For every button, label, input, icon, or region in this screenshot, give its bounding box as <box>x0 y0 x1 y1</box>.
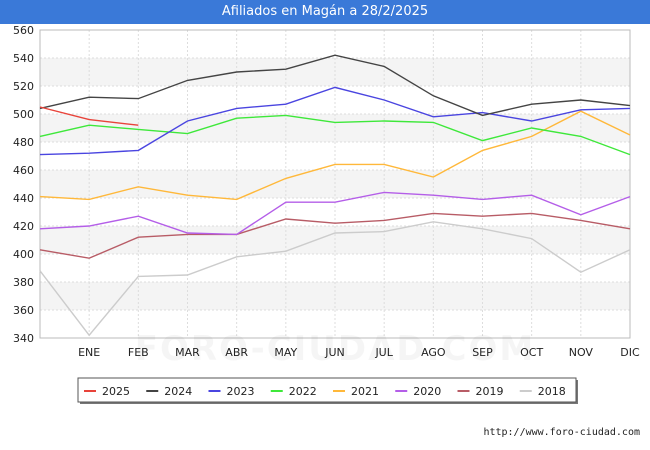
y-tick-label: 500 <box>13 108 34 121</box>
y-tick-label: 460 <box>13 164 34 177</box>
series-line-2020 <box>39 191 631 236</box>
x-tick-label: MAY <box>274 346 297 359</box>
x-tick-label: OCT <box>520 346 543 359</box>
x-tick-label: AGO <box>421 346 446 359</box>
y-tick-label: 380 <box>13 276 34 289</box>
plot-frame <box>39 29 631 339</box>
x-tick-label: JUN <box>324 346 345 359</box>
series-line-2025 <box>39 106 139 126</box>
y-tick-label: 400 <box>13 248 34 261</box>
x-tick-label: JUL <box>374 346 393 359</box>
legend-label: 2024 <box>164 385 192 398</box>
series-lines <box>39 54 631 337</box>
legend-box <box>77 377 577 403</box>
series-line-2019 <box>39 212 631 259</box>
legend-label: 2023 <box>227 385 255 398</box>
series-line-2024 <box>39 54 631 117</box>
series-line-2021 <box>39 110 631 201</box>
x-tick-label: MAR <box>175 346 200 359</box>
y-axis-ticks: 340 360 380 400 420 440 460 480 500 520 540 560 <box>13 24 34 345</box>
x-tick-label: NOV <box>569 346 594 359</box>
y-tick-label: 560 <box>13 24 34 37</box>
legend-label: 2021 <box>351 385 379 398</box>
x-axis-ticks: ENE FEB MAR ABR MAY JUN JUL AGO SEP OCT NOV DIC <box>78 346 640 359</box>
y-tick-label: 480 <box>13 136 34 149</box>
y-tick-label: 340 <box>13 332 34 345</box>
series-line-2023 <box>39 86 631 156</box>
watermark: FORO-CIUDAD.COM <box>135 329 536 369</box>
y-tick-label: 540 <box>13 52 34 65</box>
x-tick-label: FEB <box>128 346 149 359</box>
y-tick-label: 360 <box>13 304 34 317</box>
y-tick-label: 420 <box>13 220 34 233</box>
x-tick-label: DIC <box>620 346 640 359</box>
x-tick-label: ENE <box>78 346 100 359</box>
legend-label: 2019 <box>476 385 504 398</box>
y-tick-label: 520 <box>13 80 34 93</box>
legend-label: 2018 <box>538 385 566 398</box>
series-line-2018 <box>39 221 631 337</box>
legend-label: 2025 <box>102 385 130 398</box>
source-url: http://www.foro-ciudad.com <box>483 427 640 438</box>
legend-label: 2020 <box>413 385 441 398</box>
series-line-2022 <box>39 114 631 156</box>
x-tick-label: ABR <box>225 346 248 359</box>
gridlines <box>39 29 631 339</box>
legend-label: 2022 <box>289 385 317 398</box>
legend: 2025 2024 2023 2022 2021 2020 2019 2018 <box>77 377 578 404</box>
y-tick-label: 440 <box>13 192 34 205</box>
chart-title: Afiliados en Magán a 28/2/2025 <box>0 0 650 24</box>
x-tick-label: SEP <box>472 346 493 359</box>
